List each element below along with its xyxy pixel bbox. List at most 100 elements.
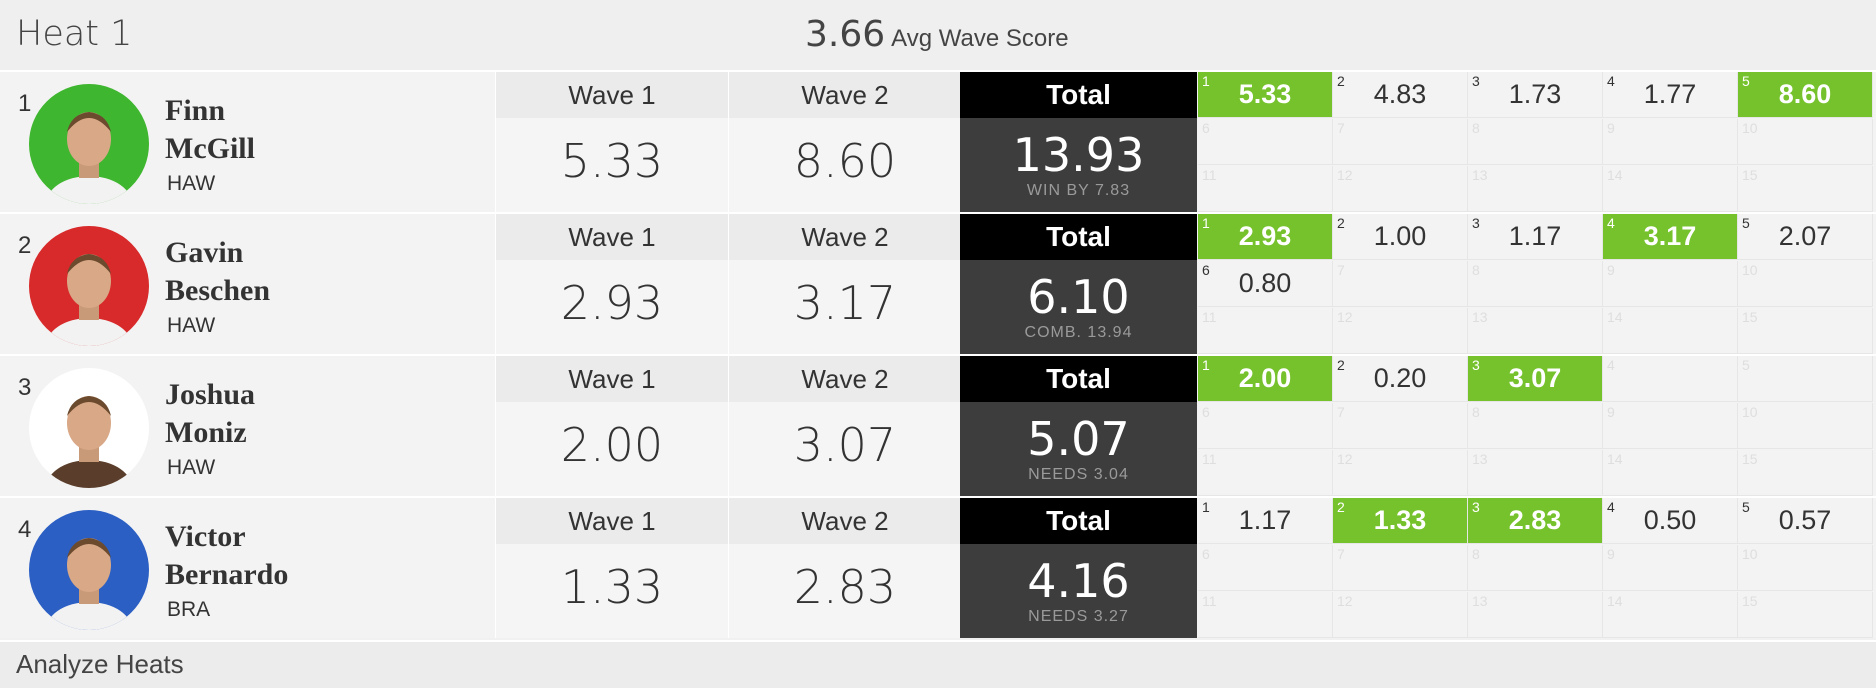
wave-score-cell[interactable]: 8 (1468, 119, 1603, 165)
wave-index: 7 (1337, 262, 1345, 278)
wave-index: 8 (1472, 262, 1480, 278)
wave-score-cell[interactable]: 3 2.83 (1468, 498, 1603, 544)
wave-score-cell[interactable]: 1 2.93 (1198, 214, 1333, 260)
wave-score-cell[interactable]: 7 (1333, 261, 1468, 307)
wave-score-cell[interactable]: 14 (1603, 308, 1738, 354)
wave-score-cell[interactable]: 1 2.00 (1198, 356, 1333, 402)
wave-index: 3 (1472, 73, 1480, 89)
surfer-avatar (29, 84, 149, 204)
wave-score-cell[interactable]: 10 (1738, 545, 1873, 591)
surfer-row[interactable]: 4 Victor Bernardo BRA Wave 1 1.33 Wave 2 2.83 To… (0, 496, 1876, 638)
wave-score-cell[interactable]: 13 (1468, 166, 1603, 212)
wave-score-cell[interactable]: 15 (1738, 592, 1873, 638)
wave-score-cell[interactable]: 1 5.33 (1198, 72, 1333, 118)
wave-score-cell[interactable]: 13 (1468, 308, 1603, 354)
wave-score-cell[interactable]: 6 0.80 (1198, 261, 1333, 307)
wave-score-cell[interactable]: 4 0.50 (1603, 498, 1738, 544)
surfer-last-name: Moniz (165, 416, 247, 449)
wave-score-cell[interactable]: 7 (1333, 403, 1468, 449)
analyze-heats-link[interactable]: Analyze Heats (16, 649, 184, 679)
rank-number: 3 (18, 374, 32, 401)
wave-score-cell[interactable]: 2 4.83 (1333, 72, 1468, 118)
wave-score-cell[interactable]: 15 (1738, 308, 1873, 354)
wave-score-cell[interactable]: 1 1.17 (1198, 498, 1333, 544)
wave-index: 12 (1337, 167, 1353, 183)
wave-score-cell[interactable]: 3 3.07 (1468, 356, 1603, 402)
wave-score-cell[interactable]: 9 (1603, 403, 1738, 449)
wave-score-cell[interactable]: 12 (1333, 308, 1468, 354)
wave-index: 13 (1472, 309, 1488, 325)
wave-score-cell[interactable]: 5 (1738, 356, 1873, 402)
wave-score-cell[interactable]: 10 (1738, 261, 1873, 307)
wave-score-cell[interactable]: 6 (1198, 545, 1333, 591)
wave-score-cell[interactable]: 4 (1603, 356, 1738, 402)
wave-score-cell[interactable]: 6 (1198, 119, 1333, 165)
wave-score-cell[interactable]: 9 (1603, 119, 1738, 165)
wave-index: 3 (1472, 215, 1480, 231)
wave-score-cell[interactable]: 2 1.33 (1333, 498, 1468, 544)
wave-score-cell[interactable]: 7 (1333, 119, 1468, 165)
wave-score-cell[interactable]: 8 (1468, 261, 1603, 307)
wave-score-cell[interactable]: 5 8.60 (1738, 72, 1873, 118)
wave-index: 15 (1742, 451, 1758, 467)
wave-2-score: 3.17 (793, 276, 897, 330)
wave-score-value: 1.77 (1643, 79, 1697, 109)
wave-score-value: 2.83 (1508, 505, 1562, 535)
total-label: Total (960, 356, 1197, 402)
wave-score-cell[interactable]: 6 (1198, 403, 1333, 449)
wave-score-cell[interactable]: 13 (1468, 592, 1603, 638)
surfer-row[interactable]: 1 Finn McGill HAW Wave 1 5.33 Wave 2 8.60 Total 1… (0, 70, 1876, 212)
wave-score-cell[interactable]: 14 (1603, 592, 1738, 638)
wave-score-cell[interactable]: 2 1.00 (1333, 214, 1468, 260)
wave-index: 11 (1202, 593, 1217, 609)
wave-score-cell[interactable]: 9 (1603, 261, 1738, 307)
wave-score-cell[interactable]: 7 (1333, 545, 1468, 591)
wave-score-cell[interactable]: 4 3.17 (1603, 214, 1738, 260)
wave-score-cell[interactable]: 10 (1738, 403, 1873, 449)
wave-score-cell[interactable]: 8 (1468, 403, 1603, 449)
surfer-country: HAW (167, 456, 216, 479)
wave-score-cell[interactable]: 2 0.20 (1333, 356, 1468, 402)
wave-score-value: 2.07 (1778, 221, 1832, 251)
wave-score-cell[interactable]: 11 (1198, 450, 1333, 496)
total-label: Total (960, 214, 1197, 260)
total-score: 4.16 (1027, 554, 1130, 608)
wave-score-cell[interactable]: 5 2.07 (1738, 214, 1873, 260)
surfer-last-name: McGill (165, 132, 255, 165)
wave-score-cell[interactable]: 11 (1198, 592, 1333, 638)
avg-wave-score-label: Avg Wave Score (891, 25, 1069, 52)
wave-score-cell[interactable]: 5 0.57 (1738, 498, 1873, 544)
wave-score-cell[interactable]: 4 1.77 (1603, 72, 1738, 118)
wave-score-cell[interactable]: 3 1.17 (1468, 214, 1603, 260)
wave-score-cell[interactable]: 15 (1738, 166, 1873, 212)
total-note: WIN BY 7.83 (1026, 182, 1131, 199)
wave-score-value: 3.17 (1643, 221, 1697, 251)
wave-score-cell[interactable]: 11 (1198, 308, 1333, 354)
wave-score-cell[interactable]: 10 (1738, 119, 1873, 165)
wave-score-cell[interactable]: 9 (1603, 545, 1738, 591)
wave-score-cell[interactable]: 13 (1468, 450, 1603, 496)
wave-index: 12 (1337, 309, 1353, 325)
wave-score-cell[interactable]: 11 (1198, 166, 1333, 212)
wave-score-cell[interactable]: 8 (1468, 545, 1603, 591)
wave-score-value: 3.07 (1508, 363, 1562, 393)
wave-index: 15 (1742, 593, 1758, 609)
surfer-row[interactable]: 2 Gavin Beschen HAW Wave 1 2.93 Wave 2 3.17 Tota… (0, 212, 1876, 354)
wave-score-cell[interactable]: 14 (1603, 166, 1738, 212)
wave-score-cell[interactable]: 15 (1738, 450, 1873, 496)
wave-1-column: Wave 1 5.33 (495, 72, 728, 212)
wave-index: 14 (1607, 167, 1623, 183)
wave-score-cell[interactable]: 3 1.73 (1468, 72, 1603, 118)
wave-score-cell[interactable]: 14 (1603, 450, 1738, 496)
wave-index: 6 (1202, 546, 1210, 562)
wave-index: 8 (1472, 546, 1480, 562)
wave-score-cell[interactable]: 12 (1333, 166, 1468, 212)
wave-score-cell[interactable]: 12 (1333, 592, 1468, 638)
wave-index: 1 (1202, 357, 1210, 373)
wave-score-grid: 1 2.93 2 1.00 3 1.17 4 3.17 5 2.07 6 0.80 7 8 9 10 11 12 1… (1198, 214, 1876, 354)
wave-index: 14 (1607, 593, 1623, 609)
wave-index: 11 (1202, 451, 1217, 467)
surfer-row[interactable]: 3 Joshua Moniz HAW Wave 1 2.00 Wave 2 3.07 Total… (0, 354, 1876, 496)
wave-score-cell[interactable]: 12 (1333, 450, 1468, 496)
surfer-first-name: Gavin (165, 236, 244, 269)
